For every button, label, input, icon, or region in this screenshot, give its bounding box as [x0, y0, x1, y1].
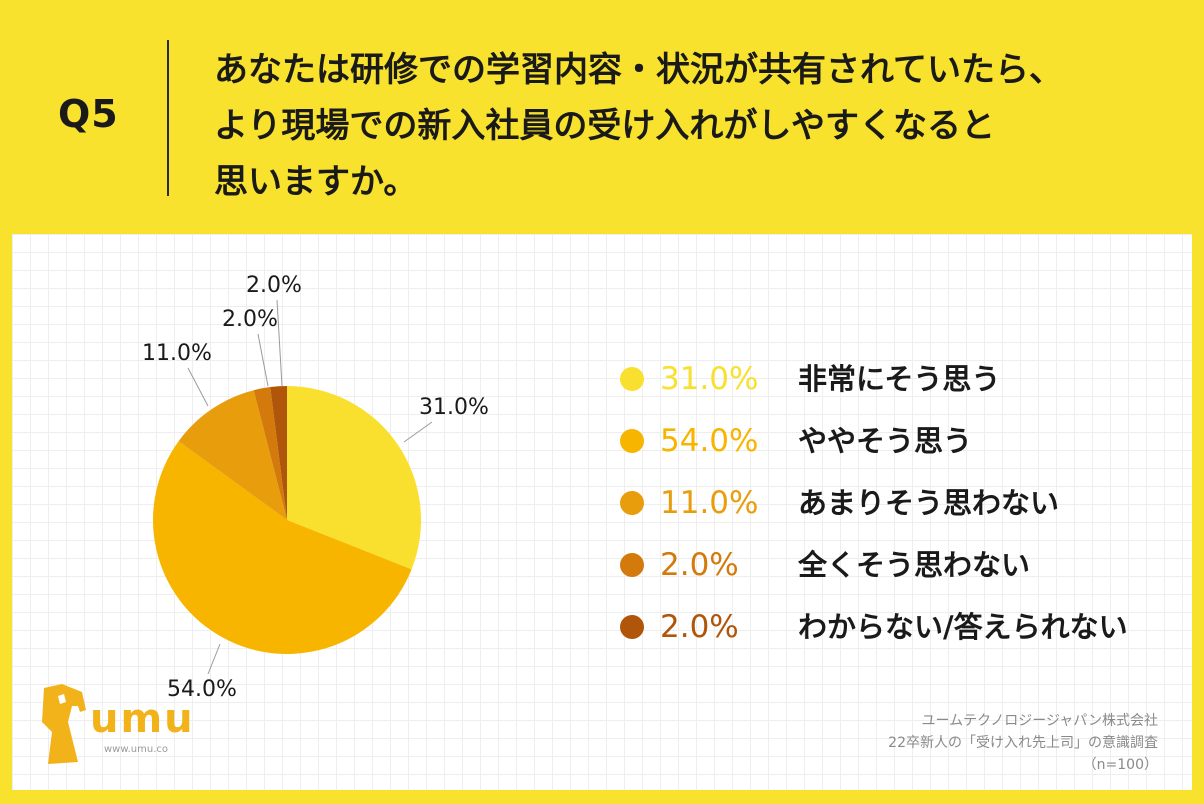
data-label: 2.0%	[222, 307, 278, 332]
leader-line	[257, 333, 269, 387]
legend-label: 非常にそう思う	[798, 362, 1001, 396]
question-line-3: 思いますか。	[214, 162, 418, 202]
source-note: ユームテクノロジージャパン株式会社 22卒新人の「受け入れ先上司」の意識調査 （…	[888, 710, 1158, 776]
leader-line	[403, 421, 433, 443]
pie-slice	[287, 386, 421, 570]
header-divider	[167, 40, 169, 196]
legend-percent: 54.0%	[660, 423, 759, 459]
pie-slice	[270, 386, 287, 520]
legend-label: わからない/答えられない	[798, 610, 1128, 644]
logo-url: www.umu.co	[104, 744, 169, 755]
legend-swatch	[620, 367, 644, 391]
source-line-3: （n=100）	[1082, 757, 1158, 773]
legend-percent: 31.0%	[660, 361, 759, 397]
legend-label: ややそう思う	[798, 424, 973, 458]
legend-swatch	[620, 491, 644, 515]
question-line-1: あなたは研修での学習内容・状況が共有されていたら、	[214, 50, 1063, 90]
pie-slice	[253, 387, 287, 520]
leader-line	[207, 643, 221, 675]
legend-label: あまりそう思わない	[798, 486, 1060, 520]
question-line-2: より現場での新入社員の受け入れがしやすくなると	[214, 106, 995, 146]
source-line-1: ユームテクノロジージャパン株式会社	[921, 713, 1158, 729]
horse-logo-icon	[42, 684, 86, 764]
legend-percent: 11.0%	[660, 485, 759, 521]
data-label: 54.0%	[167, 677, 237, 702]
legend-swatch	[620, 553, 644, 577]
legend-swatch	[620, 615, 644, 639]
legend-percent: 2.0%	[660, 609, 739, 645]
data-label: 31.0%	[419, 395, 489, 420]
legend-label: 全くそう思わない	[798, 548, 1031, 582]
pie-slice	[153, 441, 412, 654]
question-number: Q5	[58, 92, 119, 136]
source-line-2: 22卒新人の「受け入れ先上司」の意識調査	[888, 735, 1158, 751]
leader-line	[187, 367, 209, 407]
pie-chart: 31.0% 54.0% 11.0% 2.0% 2.0%	[142, 273, 489, 702]
legend-percent: 2.0%	[660, 547, 739, 583]
logo-text: umu	[90, 696, 195, 742]
legend-swatch	[620, 429, 644, 453]
question-header: Q5 あなたは研修での学習内容・状況が共有されていたら、 より現場での新入社員の…	[0, 0, 1204, 232]
data-label: 2.0%	[246, 273, 302, 298]
chart-card: 31.0% 54.0% 11.0% 2.0% 2.0% 31.0% 非常にそう思う 54…	[12, 234, 1192, 790]
leader-line	[276, 299, 283, 387]
umu-logo: umu www.umu.co	[38, 682, 208, 772]
pie-slice	[178, 390, 287, 520]
question-text: あなたは研修での学習内容・状況が共有されていたら、 より現場での新入社員の受け入…	[214, 42, 1114, 210]
data-label: 11.0%	[142, 341, 212, 366]
